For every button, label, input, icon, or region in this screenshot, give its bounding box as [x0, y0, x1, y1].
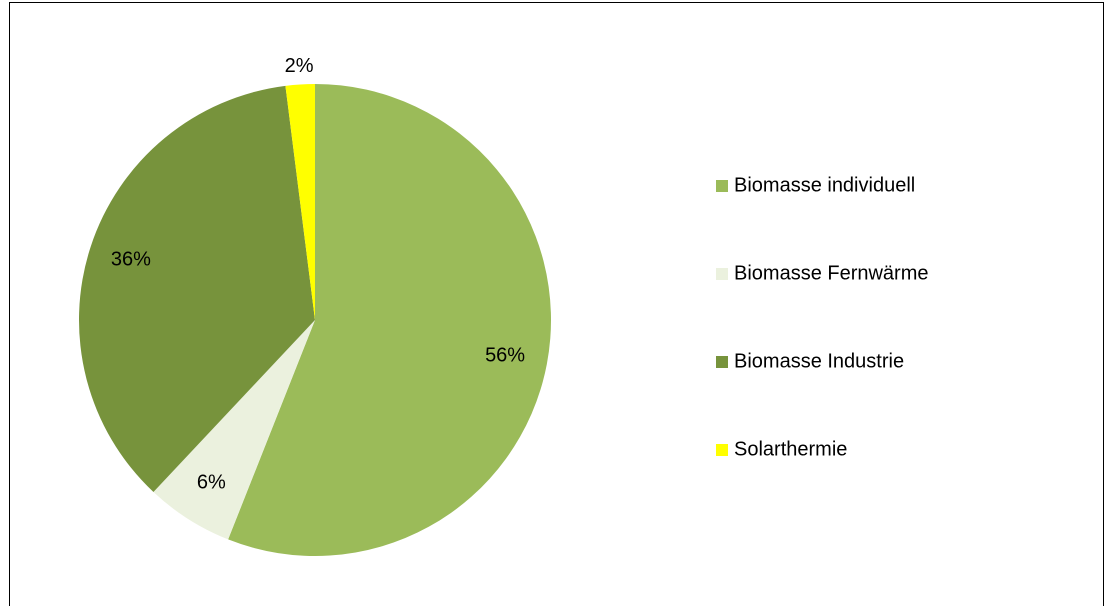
pie-slice [285, 84, 315, 320]
legend-swatch [716, 444, 728, 456]
legend-swatch [716, 356, 728, 368]
legend-label: Biomasse individuell [734, 174, 915, 196]
pie-slice [228, 84, 552, 556]
pie-slice [153, 320, 315, 540]
pie: 56% 6% 36% 2% [78, 55, 552, 556]
legend-swatch [716, 268, 728, 280]
data-label: 6% [197, 472, 226, 494]
legend-label: Biomasse Fernwärme [734, 262, 929, 284]
data-label: 56% [485, 345, 525, 367]
data-label: 2% [285, 55, 314, 77]
data-label: 36% [111, 248, 151, 270]
legend-label: Biomasse Industrie [734, 350, 904, 372]
pie-slice [78, 85, 316, 493]
chart-frame [9, 2, 1104, 606]
legend: Biomasse individuell Biomasse Fernwärme Bi… [716, 174, 929, 460]
legend-swatch [716, 180, 728, 192]
legend-label: Solarthermie [734, 438, 847, 460]
